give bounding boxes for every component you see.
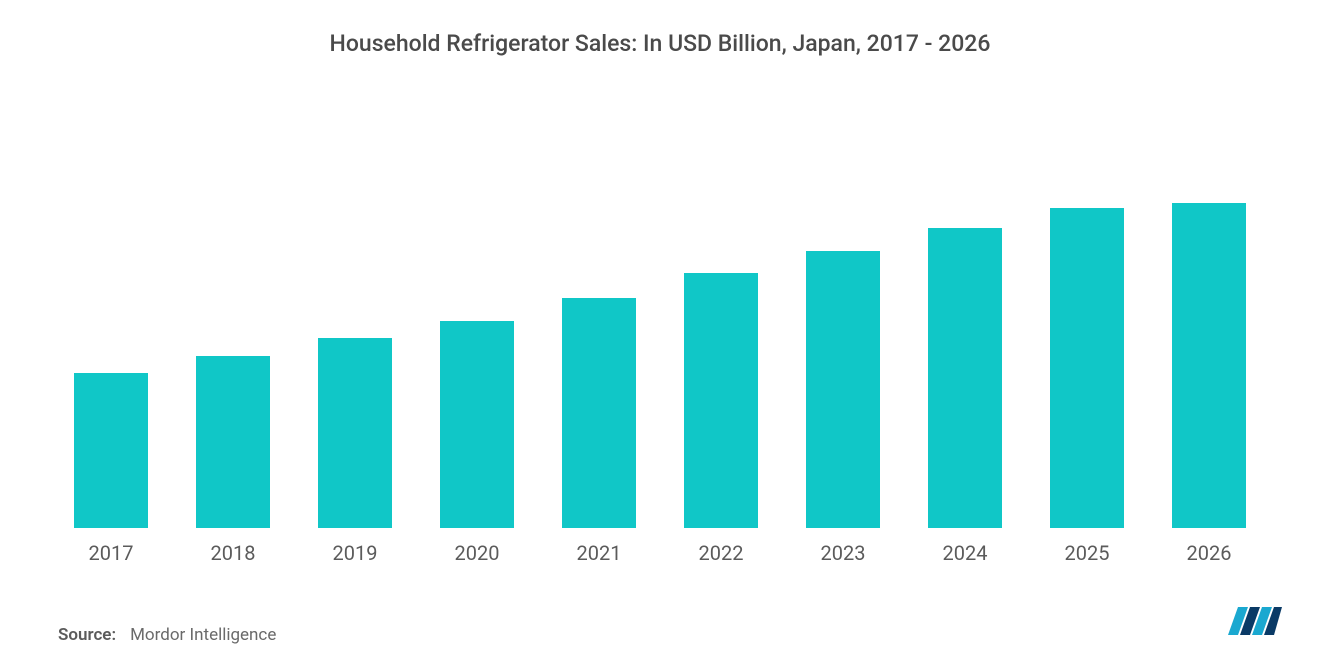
bar (196, 356, 270, 529)
bar-group (1148, 203, 1270, 528)
chart-xaxis-labels: 2017201820192020202120222023202420252026 (40, 529, 1280, 565)
x-axis-label: 2021 (538, 541, 660, 565)
bar-group (50, 373, 172, 528)
x-axis-label: 2017 (50, 541, 172, 565)
bar (562, 298, 636, 528)
bar-group (782, 251, 904, 529)
bar-group (172, 356, 294, 529)
x-axis-label: 2026 (1148, 541, 1270, 565)
chart-footer: Source: Mordor Intelligence (40, 625, 1280, 645)
x-axis-label: 2018 (172, 541, 294, 565)
bar (684, 273, 758, 528)
source-value: Mordor Intelligence (130, 625, 276, 645)
source-label: Source: (58, 625, 116, 645)
bar (1050, 208, 1124, 528)
bar-group (1026, 208, 1148, 528)
bar-group (294, 338, 416, 528)
bar (440, 321, 514, 529)
bar (1172, 203, 1246, 528)
x-axis-label: 2020 (416, 541, 538, 565)
x-axis-label: 2023 (782, 541, 904, 565)
x-axis-label: 2025 (1026, 541, 1148, 565)
bar-group (538, 298, 660, 528)
bar-group (904, 228, 1026, 528)
x-axis-label: 2019 (294, 541, 416, 565)
x-axis-label: 2024 (904, 541, 1026, 565)
chart-container: Household Refrigerator Sales: In USD Bil… (0, 0, 1320, 665)
bar (928, 228, 1002, 528)
chart-title: Household Refrigerator Sales: In USD Bil… (40, 30, 1280, 57)
bar (806, 251, 880, 529)
brand-logo-icon (1226, 601, 1282, 641)
chart-plot-area (40, 67, 1280, 529)
bar (74, 373, 148, 528)
bar-group (416, 321, 538, 529)
bar (318, 338, 392, 528)
bar-group (660, 273, 782, 528)
x-axis-label: 2022 (660, 541, 782, 565)
